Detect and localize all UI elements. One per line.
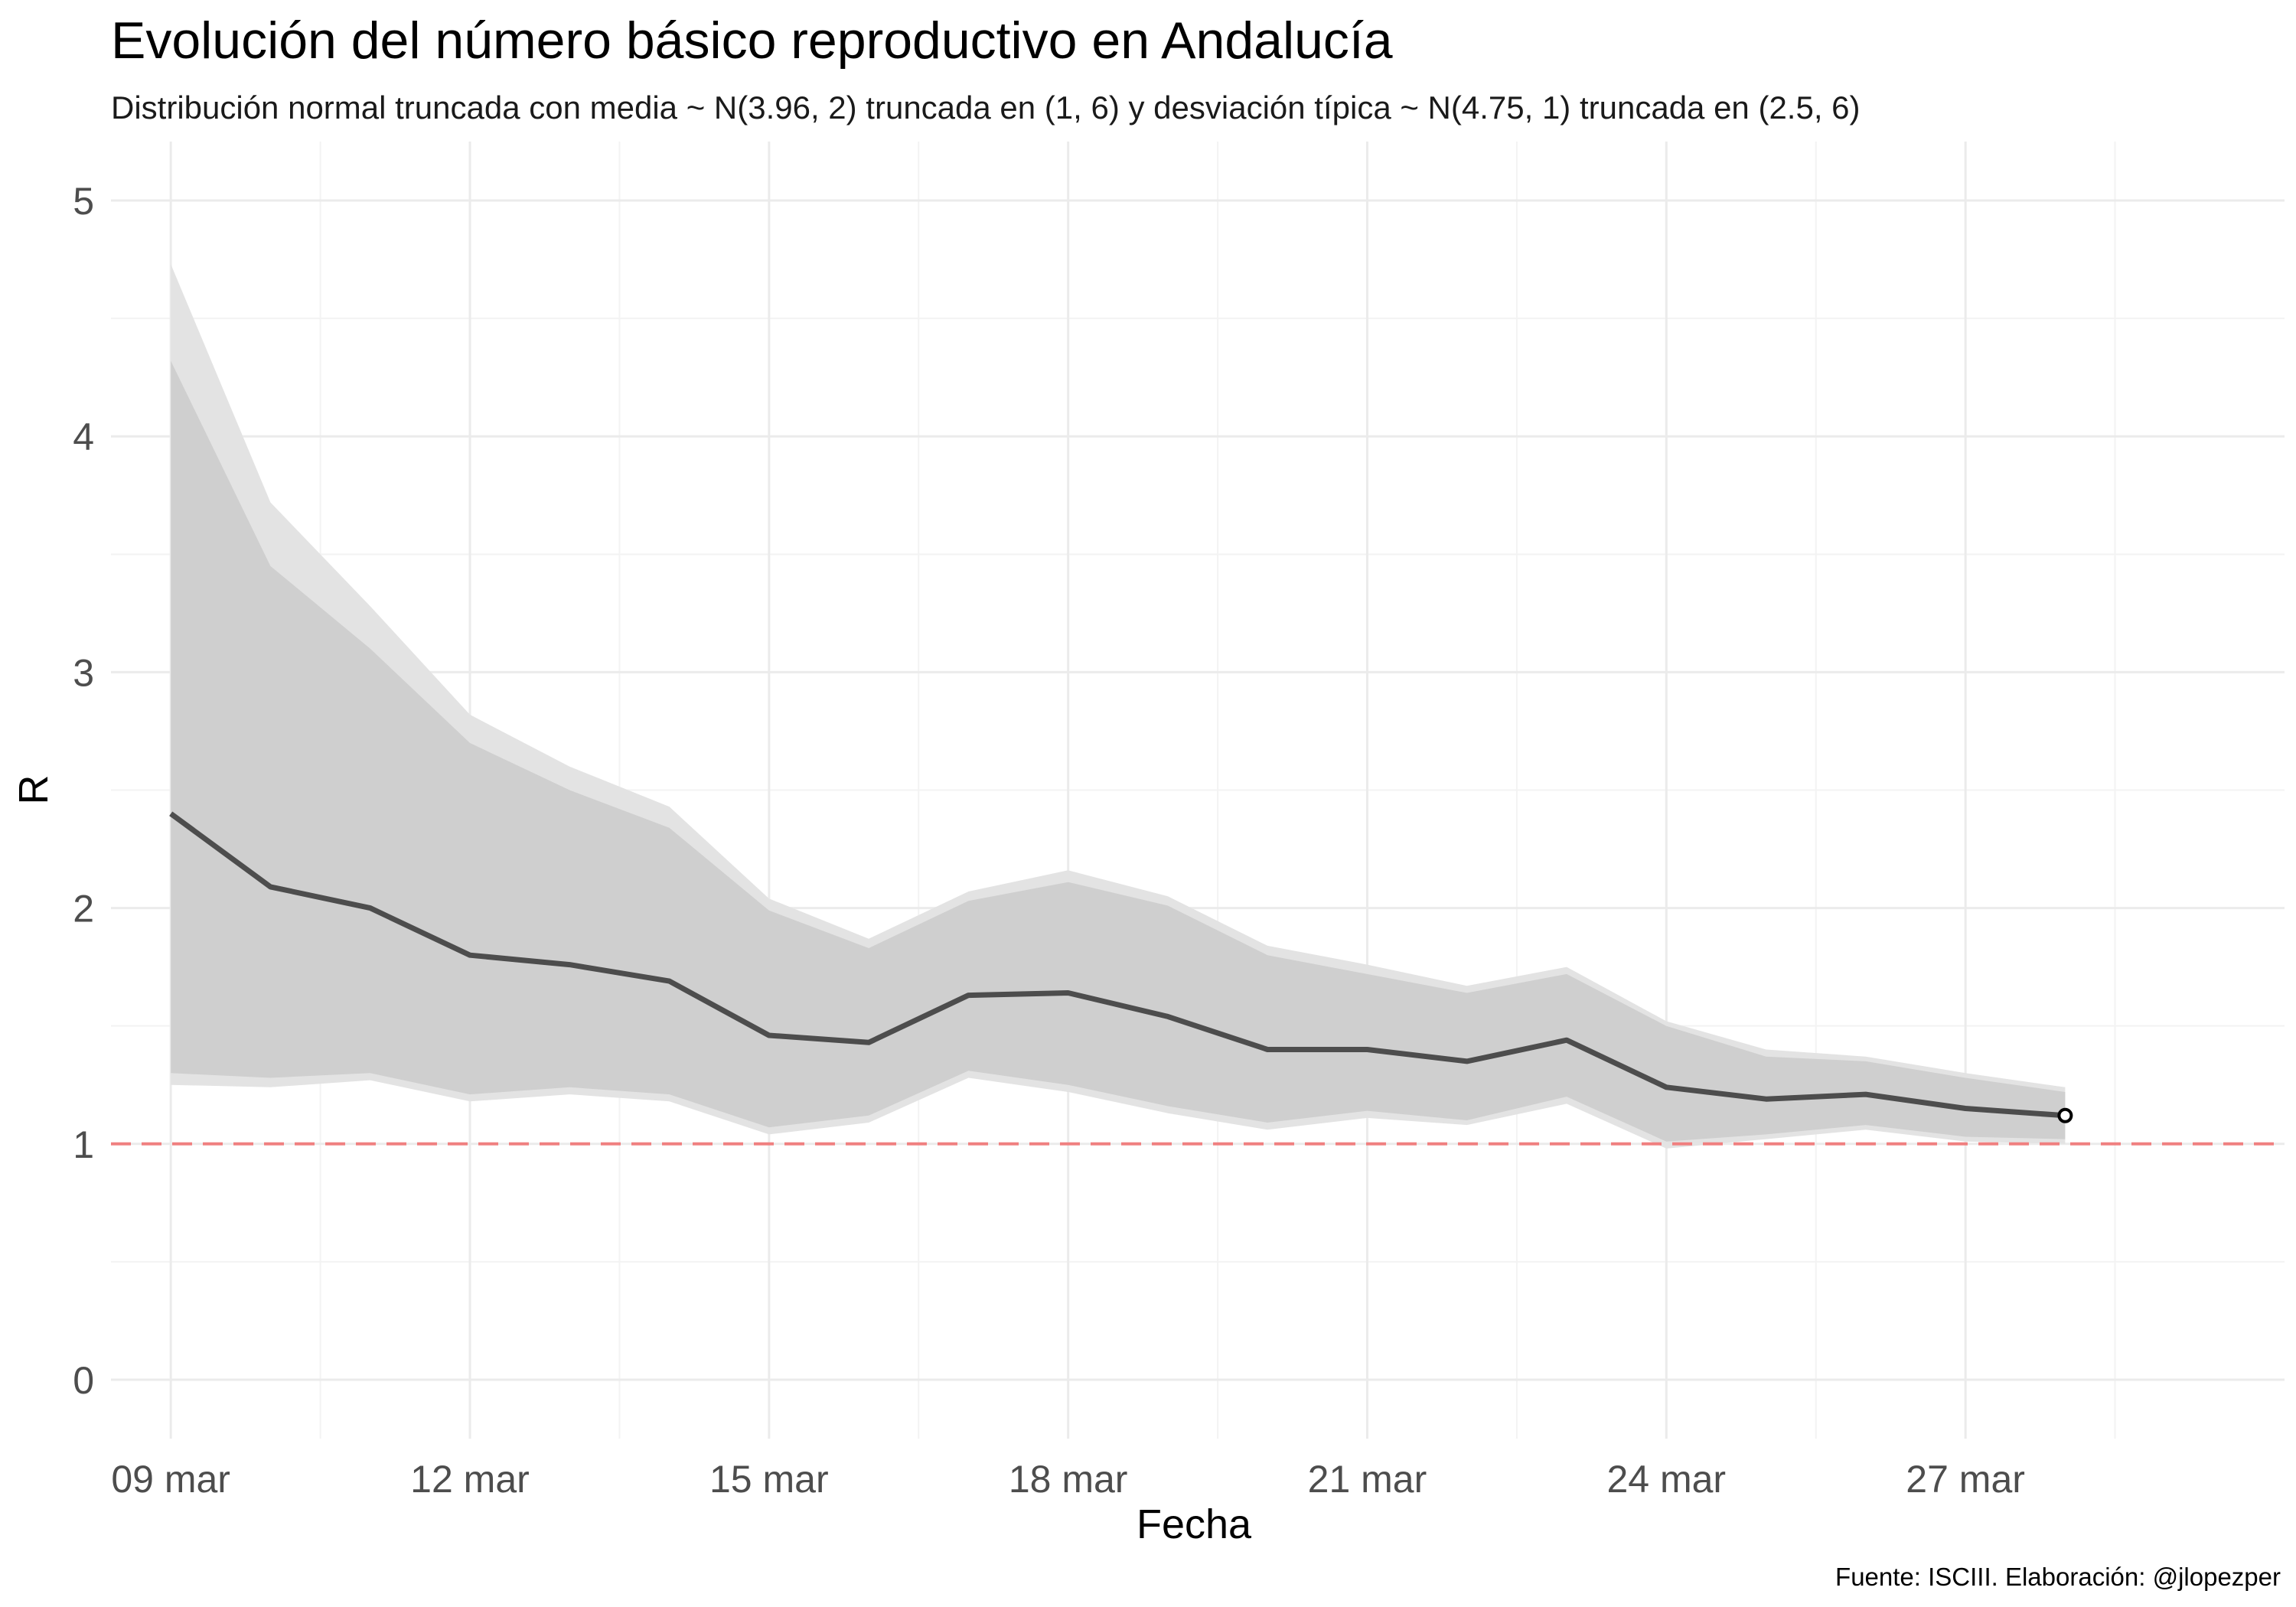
x-tick-label: 15 mar: [709, 1458, 829, 1501]
ribbon-inner: [171, 360, 2066, 1142]
plot-area: 0 1 2 3 4 5 09 mar 12 mar 15 mar 18 mar 21 mar 24 m…: [73, 142, 2285, 1501]
x-axis-title: Fecha: [1137, 1501, 1252, 1547]
x-tick-label: 12 mar: [410, 1458, 530, 1501]
chart-caption: Fuente: ISCIII. Elaboración: @jlopezper: [1835, 1563, 2281, 1591]
y-tick-label: 3: [73, 651, 94, 694]
x-tick-label: 24 mar: [1606, 1458, 1726, 1501]
x-tick-label: 27 mar: [1906, 1458, 2025, 1501]
x-tick-label: 09 mar: [111, 1458, 230, 1501]
y-tick-label: 4: [73, 416, 94, 458]
y-tick-label: 5: [73, 180, 94, 223]
y-tick-label: 0: [73, 1359, 94, 1402]
x-tick-label: 21 mar: [1308, 1458, 1427, 1501]
last-point: [2057, 1107, 2073, 1123]
chart-title: Evolución del número básico reproductivo…: [111, 11, 1393, 70]
series-line: [169, 811, 2066, 1119]
x-tick-label: 18 mar: [1009, 1458, 1128, 1501]
chart-subtitle: Distribución normal truncada con media ~…: [111, 90, 1861, 125]
y-tick-label: 2: [73, 888, 94, 931]
y-axis-title: R: [11, 775, 57, 805]
y-tick-label: 1: [73, 1123, 94, 1166]
